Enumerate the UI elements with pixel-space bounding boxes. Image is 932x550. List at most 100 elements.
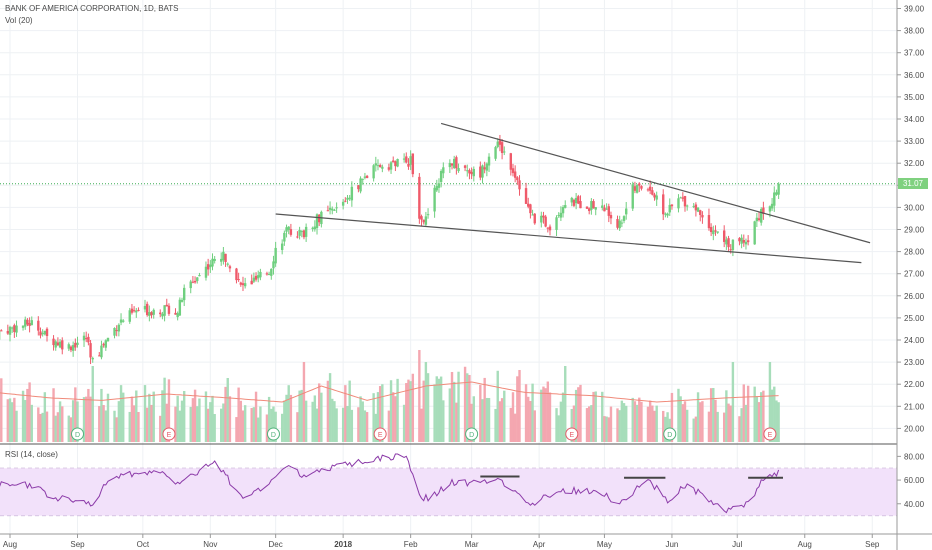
volume-bar <box>85 396 88 442</box>
candle-body <box>52 338 55 346</box>
candle-body <box>178 299 182 316</box>
volume-bar <box>472 396 475 442</box>
volume-bar <box>442 400 445 442</box>
candle-body <box>30 320 33 326</box>
dividend-marker[interactable]: D <box>266 427 280 441</box>
volume-bar <box>755 396 759 442</box>
candle-body <box>574 197 578 204</box>
price-tick-label: 21.00 <box>904 402 925 411</box>
volume-bar <box>448 388 452 442</box>
candle-body <box>191 281 195 283</box>
volume-bar <box>666 412 669 442</box>
volume-bar <box>376 392 380 442</box>
candle-body <box>182 287 186 301</box>
volume-bar <box>115 417 118 442</box>
volume-bar <box>757 402 761 442</box>
volume-bar <box>494 408 497 442</box>
earnings-marker[interactable]: E <box>763 427 777 441</box>
volume-bar <box>24 400 27 442</box>
dividend-marker-label: D <box>271 432 276 439</box>
price-tick-label: 26.00 <box>904 292 925 301</box>
time-tick-label: Mar <box>465 540 479 549</box>
volume-bar <box>605 416 608 442</box>
volume-bar <box>344 385 347 442</box>
volume-bar <box>768 362 772 442</box>
volume-bar <box>662 410 665 442</box>
volume-bar <box>272 406 275 442</box>
candle-body <box>500 142 504 153</box>
candle-body <box>607 206 610 216</box>
candle-body <box>389 162 393 170</box>
trendlines <box>275 122 871 264</box>
volume-bar <box>439 376 443 442</box>
volume-bar <box>148 393 151 442</box>
volume-bar <box>167 379 171 442</box>
trendline-upper[interactable] <box>440 122 871 244</box>
candle-body <box>640 186 643 189</box>
volume-bar <box>435 376 438 442</box>
volume-bar <box>770 389 774 442</box>
dividend-marker[interactable]: D <box>465 427 479 441</box>
price-candles <box>0 134 780 365</box>
candle-body <box>590 201 593 210</box>
candle-body <box>254 275 258 280</box>
volume-bar <box>683 401 687 442</box>
time-axis[interactable]: Aug Sep Oct Nov Dec 2018 Feb Mar Apr May Jun Jul Aug… <box>3 534 880 549</box>
volume-bar <box>677 388 680 442</box>
volume-bar <box>653 410 656 442</box>
rsi-axis[interactable]: 80.00 60.00 40.00 <box>897 452 925 509</box>
volume-bar <box>346 405 349 442</box>
volume-bar <box>270 408 273 442</box>
candle-body <box>243 283 247 287</box>
candle-body <box>378 165 382 168</box>
candle-body <box>326 210 330 212</box>
candle-body <box>58 341 62 348</box>
candle-body <box>21 325 25 328</box>
price-tick-label: 30.00 <box>904 203 925 212</box>
volume-bar <box>392 392 395 442</box>
time-tick-label: 2018 <box>334 540 352 549</box>
candle-body <box>148 312 151 316</box>
volume-bar <box>228 396 232 442</box>
earnings-marker[interactable]: E <box>373 427 387 441</box>
time-tick-label: Nov <box>203 540 217 549</box>
dividend-marker[interactable]: D <box>71 427 84 441</box>
candle-body <box>117 324 121 332</box>
candle-body <box>638 183 641 186</box>
volume-bar <box>696 392 700 442</box>
volume-bar <box>71 400 75 442</box>
candle-body <box>755 217 759 222</box>
volume-bar <box>311 401 314 442</box>
volume-bar <box>468 374 471 442</box>
candle-body <box>760 208 763 223</box>
candle-body <box>274 247 277 264</box>
candle-body <box>348 197 351 199</box>
candle-body <box>346 197 349 200</box>
candle-body <box>498 140 502 145</box>
volume-bar <box>226 378 229 442</box>
volume-bar <box>694 416 698 442</box>
volume-bar <box>709 388 713 442</box>
earnings-marker[interactable]: E <box>565 427 579 441</box>
volume-bar <box>374 413 378 442</box>
candle-body <box>664 213 667 215</box>
volume-bar <box>335 408 338 442</box>
volume-bar <box>529 400 532 442</box>
volume-bar <box>394 396 397 442</box>
candle-body <box>516 177 519 181</box>
earnings-marker[interactable]: E <box>162 427 176 441</box>
volume-bar <box>518 370 521 442</box>
volume-bar <box>729 405 732 442</box>
volume-bar <box>283 400 286 442</box>
volume-bar <box>211 395 214 442</box>
volume-bar <box>359 396 362 442</box>
dividend-marker[interactable]: D <box>663 427 677 441</box>
volume-bar <box>557 415 560 442</box>
price-axis[interactable]: 39.00 38.00 37.00 36.00 35.00 34.00 33.00 32.00… <box>897 5 925 434</box>
candle-body <box>662 194 665 215</box>
candle-body <box>374 163 378 166</box>
candle-body <box>363 176 367 178</box>
trendline-lower[interactable] <box>275 213 862 264</box>
candle-body <box>128 310 131 322</box>
